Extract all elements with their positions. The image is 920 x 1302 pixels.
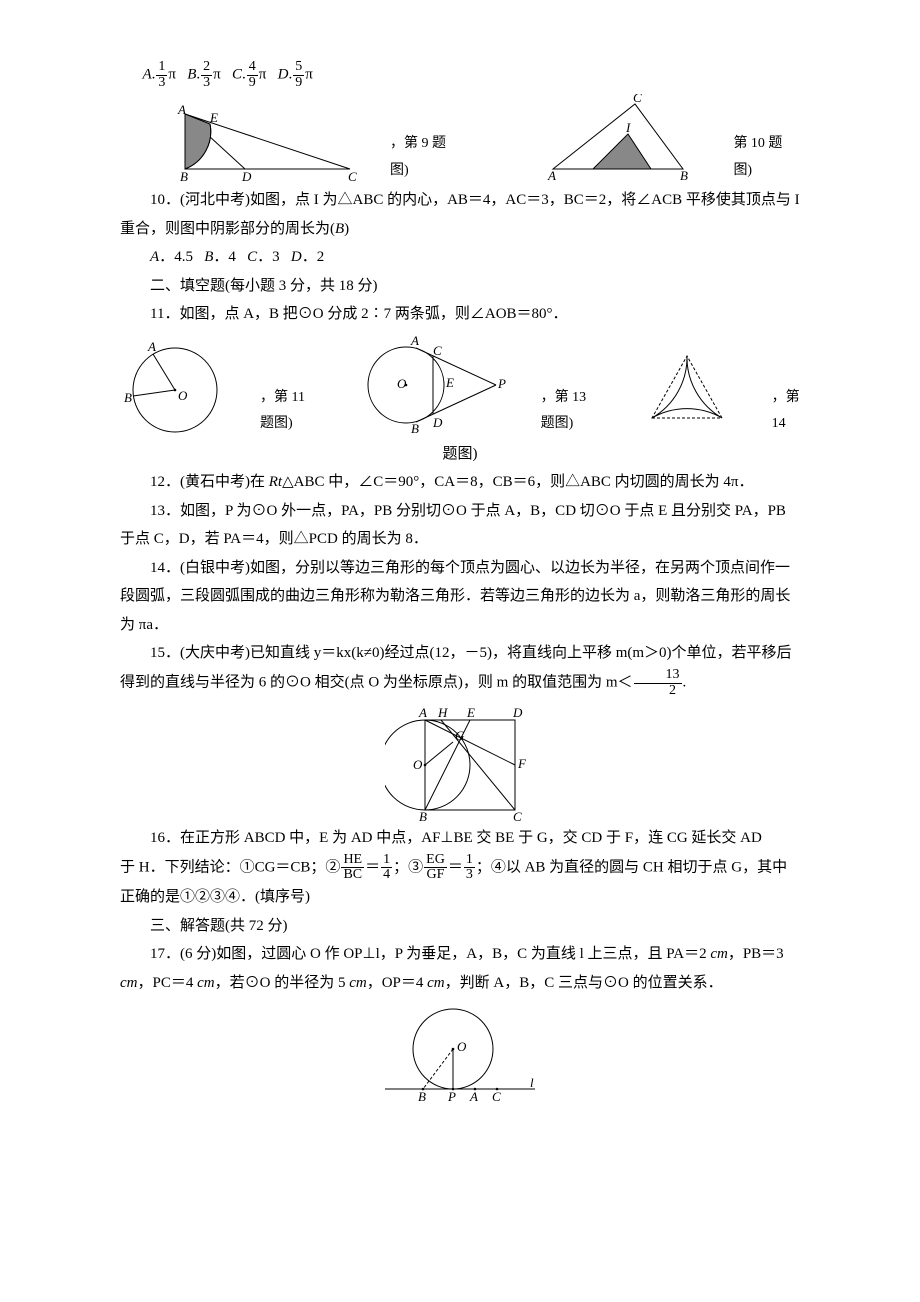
q16-f2-rd: 3 <box>464 868 475 883</box>
fig10-caption: 第 10 题图) <box>733 131 800 184</box>
fig9: A E B D C <box>160 104 360 184</box>
svg-text:B: B <box>411 421 419 436</box>
q15-text-b: . <box>683 675 687 691</box>
fig14-caption: ，第 14 <box>772 385 800 438</box>
q16-line2: 于 H．下列结论：①CG＝CB；②HEBC＝14；③EGGF＝13；④以 AB … <box>120 853 800 912</box>
q9-B-num: 2 <box>201 60 212 76</box>
q9-B-den: 3 <box>201 76 212 91</box>
section-3-heading: 三、解答题(共 72 分) <box>120 912 800 941</box>
fig14 <box>632 338 742 438</box>
q9-D-den: 9 <box>293 76 304 91</box>
q16-mid: ；③ <box>393 859 423 875</box>
svg-text:B: B <box>419 809 427 822</box>
q16-f1-bot: BC <box>341 868 364 883</box>
q16-f2-bot: GF <box>424 868 447 883</box>
q16-f1-rn: 1 <box>381 853 392 869</box>
svg-text:E: E <box>445 375 454 390</box>
svg-text:l: l <box>530 1075 534 1090</box>
q9-D-num: 5 <box>293 60 304 76</box>
svg-text:A: A <box>418 705 427 720</box>
q16-f2-top: EG <box>424 853 447 869</box>
q10-answer: B <box>335 221 344 237</box>
q14-text: 14．(白银中考)如图，分别以等边三角形的每个顶点为圆心、以边长为半径，在另两个… <box>120 554 800 640</box>
q16-f1-rd: 4 <box>381 868 392 883</box>
q16-line1: 16．在正方形 ABCD 中，E 为 AD 中点，AF⊥BE 交 BE 于 G，… <box>120 824 800 853</box>
q10-text-b: ) <box>344 221 349 237</box>
section-2-heading: 二、填空题(每小题 3 分，共 18 分) <box>120 272 800 301</box>
svg-text:A: A <box>147 339 156 354</box>
svg-text:B: B <box>180 169 188 184</box>
q10-text-a: 10．(河北中考)如图，点 I 为△ABC 的内心，AB＝4，AC＝3，BC＝2… <box>120 192 800 237</box>
fig13-caption: ，第 13 题图) <box>541 385 592 438</box>
q13-text: 13．如图，P 为⊙O 外一点，PA，PB 分别切⊙O 于点 A，B，CD 切⊙… <box>120 497 800 554</box>
fig9-caption: ，第 9 题图) <box>390 131 463 184</box>
q17-text: 17．(6 分)如图，过圆心 O 作 OP⊥l，P 为垂足，A，B，C 为直线 … <box>120 940 800 997</box>
svg-text:A: A <box>469 1089 478 1104</box>
svg-text:D: D <box>432 415 443 430</box>
svg-text:H: H <box>437 705 448 720</box>
fig10: C I A B <box>533 94 703 184</box>
svg-text:C: C <box>513 809 522 822</box>
svg-text:G: G <box>455 728 465 743</box>
svg-text:E: E <box>466 705 475 720</box>
svg-text:O: O <box>413 757 423 772</box>
q9-C-num: 4 <box>247 60 258 76</box>
figrow-16: A H E D G O F B C <box>120 702 800 822</box>
figrow-11-13-14: A B O ，第 11 题图) A C E P D B O ，第 13 题图) … <box>120 333 800 438</box>
q9-C-den: 9 <box>247 76 258 91</box>
svg-text:A: A <box>547 168 556 183</box>
svg-text:C: C <box>492 1089 501 1104</box>
svg-text:O: O <box>457 1039 467 1054</box>
svg-text:D: D <box>241 169 252 184</box>
svg-text:A: A <box>177 104 186 117</box>
fig11: A B O <box>120 338 230 438</box>
fig14-caption2: 题图) <box>120 440 800 469</box>
fig17: O B P A C l <box>375 1001 545 1111</box>
svg-text:C: C <box>348 169 357 184</box>
svg-text:B: B <box>124 390 132 405</box>
q15-text: 15．(大庆中考)已知直线 y＝kx(k≠0)经过点(12，－5)，将直线向上平… <box>120 639 800 698</box>
svg-text:C: C <box>433 343 442 358</box>
svg-text:E: E <box>209 110 218 125</box>
svg-text:A: A <box>410 333 419 348</box>
svg-text:D: D <box>512 705 523 720</box>
q10-opt-b: 4 <box>228 249 236 265</box>
svg-text:O: O <box>178 388 188 403</box>
svg-text:C: C <box>633 94 642 105</box>
svg-text:I: I <box>625 120 631 135</box>
q12-text: 12．(黄石中考)在 Rt△ABC 中，∠C＝90°，CA＝8，CB＝6，则△A… <box>120 468 800 497</box>
svg-text:O: O <box>397 376 407 391</box>
q16-line2a: 于 H．下列结论：①CG＝CB；② <box>120 859 340 875</box>
q9-options: A.13π B.23π C.49π D.59π <box>120 60 800 90</box>
q10-opt-a: 4.5 <box>174 249 193 265</box>
fig16: A H E D G O F B C <box>385 702 535 822</box>
q10-text: 10．(河北中考)如图，点 I 为△ABC 的内心，AB＝4，AC＝3，BC＝2… <box>120 186 800 243</box>
svg-text:F: F <box>517 756 527 771</box>
q15-frac-den: 2 <box>634 684 682 699</box>
fig11-caption: ，第 11 题图) <box>260 385 311 438</box>
svg-text:P: P <box>447 1089 456 1104</box>
svg-text:B: B <box>680 168 688 183</box>
q15-text-a: 15．(大庆中考)已知直线 y＝kx(k≠0)经过点(12，－5)，将直线向上平… <box>120 645 792 690</box>
q16-f1-top: HE <box>341 853 364 869</box>
q10-opt-d: 2 <box>317 249 325 265</box>
q11-text: 11．如图，点 A，B 把⊙O 分成 2∶7 两条弧，则∠AOB＝80°． <box>120 300 800 329</box>
q10-options: A．4.5 B．4 C．3 D．2 <box>120 243 800 272</box>
figrow-9-10: A E B D C ，第 9 题图) C I A B 第 10 题图) <box>120 94 800 184</box>
figrow-17: O B P A C l <box>120 1001 800 1111</box>
q10-opt-c: 3 <box>272 249 280 265</box>
q9-A-den: 3 <box>156 76 167 91</box>
q15-frac-num: 13 <box>634 668 682 684</box>
q9-A-num: 1 <box>156 60 167 76</box>
svg-text:P: P <box>497 376 506 391</box>
q16-f2-rn: 1 <box>464 853 475 869</box>
fig13: A C E P D B O <box>361 333 511 438</box>
svg-text:B: B <box>418 1089 426 1104</box>
